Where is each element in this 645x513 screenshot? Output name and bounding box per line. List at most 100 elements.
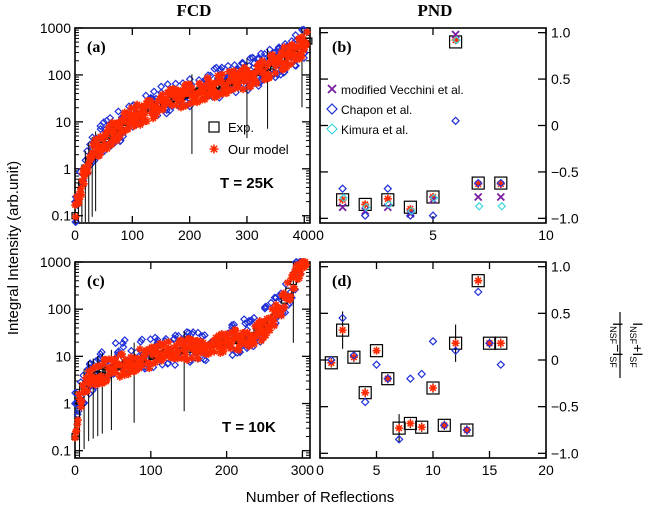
model-point xyxy=(171,91,179,99)
model-point xyxy=(148,104,157,113)
model-point xyxy=(85,371,94,380)
model-point xyxy=(178,337,187,346)
model-point xyxy=(279,65,287,73)
ratio-numerator-a: I xyxy=(610,322,626,326)
model-point xyxy=(80,172,89,181)
model-point xyxy=(125,364,133,372)
panel-b: 0 5 10−1.0 −0.5 0 0.5 1.0 (b) modified Vecchini … xyxy=(316,25,579,243)
panel-label: (d) xyxy=(332,273,352,290)
panel-label: (b) xyxy=(332,39,352,56)
panel-label: (a) xyxy=(87,39,106,56)
model-point xyxy=(177,97,186,105)
model-point xyxy=(283,278,292,287)
model-series xyxy=(327,276,505,434)
panel-d: 0 5 10 15 20−1.0 −0.5 0 0.5 1.0 (d) xyxy=(316,259,579,478)
model-point xyxy=(117,361,126,370)
model-point xyxy=(78,176,86,185)
model-point xyxy=(204,75,212,84)
model-point xyxy=(77,184,85,193)
model-point xyxy=(180,354,188,363)
diamond-point xyxy=(267,298,276,307)
model-point xyxy=(195,345,204,353)
diamond-point xyxy=(119,342,128,352)
model-point xyxy=(221,330,230,339)
model-point xyxy=(218,70,227,79)
model-point xyxy=(173,350,181,358)
model-point xyxy=(178,86,187,95)
diamond-point xyxy=(170,334,179,343)
kimura-point xyxy=(339,193,348,203)
x-tick-label: 0 xyxy=(71,227,79,243)
model-point xyxy=(295,274,304,282)
model-point xyxy=(234,83,242,92)
model-point xyxy=(198,83,207,91)
model-point xyxy=(146,97,155,105)
model-point xyxy=(122,113,130,122)
chapon-point xyxy=(496,178,506,188)
model-point xyxy=(181,102,190,110)
y-axis-label-intensity: Integral Intensity (arb.unit) xyxy=(5,161,22,335)
model-point xyxy=(108,140,116,149)
chapon-point xyxy=(473,287,483,297)
exp-point xyxy=(392,421,406,435)
model-point xyxy=(158,342,167,351)
diamond-point xyxy=(114,107,123,116)
model-point xyxy=(165,346,174,354)
model-point xyxy=(105,126,114,134)
model-point xyxy=(77,190,86,199)
diamond-point xyxy=(272,293,281,302)
column-title-fcd: FCD xyxy=(177,1,212,20)
model-point xyxy=(150,343,158,352)
model-point xyxy=(103,144,112,153)
model-point xyxy=(250,340,259,348)
model-point xyxy=(85,367,93,376)
legend-exp-marker xyxy=(208,121,220,133)
model-point xyxy=(232,327,240,335)
model-point xyxy=(80,180,88,188)
model-point xyxy=(239,85,247,94)
model-point xyxy=(185,80,194,89)
chapon-point xyxy=(360,397,370,407)
model-point xyxy=(109,358,118,366)
exp-point xyxy=(494,336,508,350)
exp-point xyxy=(426,190,440,204)
model-point xyxy=(131,104,140,113)
y-tick-label: 1.0 xyxy=(551,259,571,275)
model-point xyxy=(262,331,270,340)
model-point xyxy=(194,348,203,357)
model-point xyxy=(215,331,223,340)
model-point xyxy=(123,359,132,367)
y-tick-label: 100 xyxy=(48,301,72,317)
model-point xyxy=(71,213,80,221)
model-point xyxy=(209,85,218,94)
y-tick-label: 1 xyxy=(63,396,71,412)
ratio-denominator-op: + xyxy=(630,344,645,352)
model-point xyxy=(99,360,108,368)
model-point xyxy=(290,284,299,293)
exp-point xyxy=(381,193,395,207)
diamond-point xyxy=(120,336,129,345)
model-point xyxy=(144,359,153,368)
model-point xyxy=(174,354,182,363)
model-point xyxy=(78,381,87,389)
model-point xyxy=(230,72,239,81)
exp-point xyxy=(381,372,395,386)
x-tick-label: 100 xyxy=(121,227,145,243)
legend-model-label: Our model xyxy=(228,142,289,157)
legend-chapon-marker xyxy=(326,103,338,115)
model-point xyxy=(269,51,277,59)
diamond-point xyxy=(70,399,80,408)
vecchini-point xyxy=(474,192,483,202)
ratio-denominator-a: I xyxy=(630,322,645,326)
model-point xyxy=(116,373,124,381)
model-point xyxy=(118,350,126,358)
model-point xyxy=(274,303,283,312)
exp-point xyxy=(369,344,384,358)
chapon-point xyxy=(383,184,393,193)
diamond-point xyxy=(171,360,180,370)
model-point xyxy=(140,105,148,113)
model-point xyxy=(258,57,267,65)
y-tick-label: 100 xyxy=(48,67,72,83)
legend: modified Vecchini et al. Chapon et al. Kim… xyxy=(326,83,464,137)
exp-point xyxy=(449,336,463,350)
